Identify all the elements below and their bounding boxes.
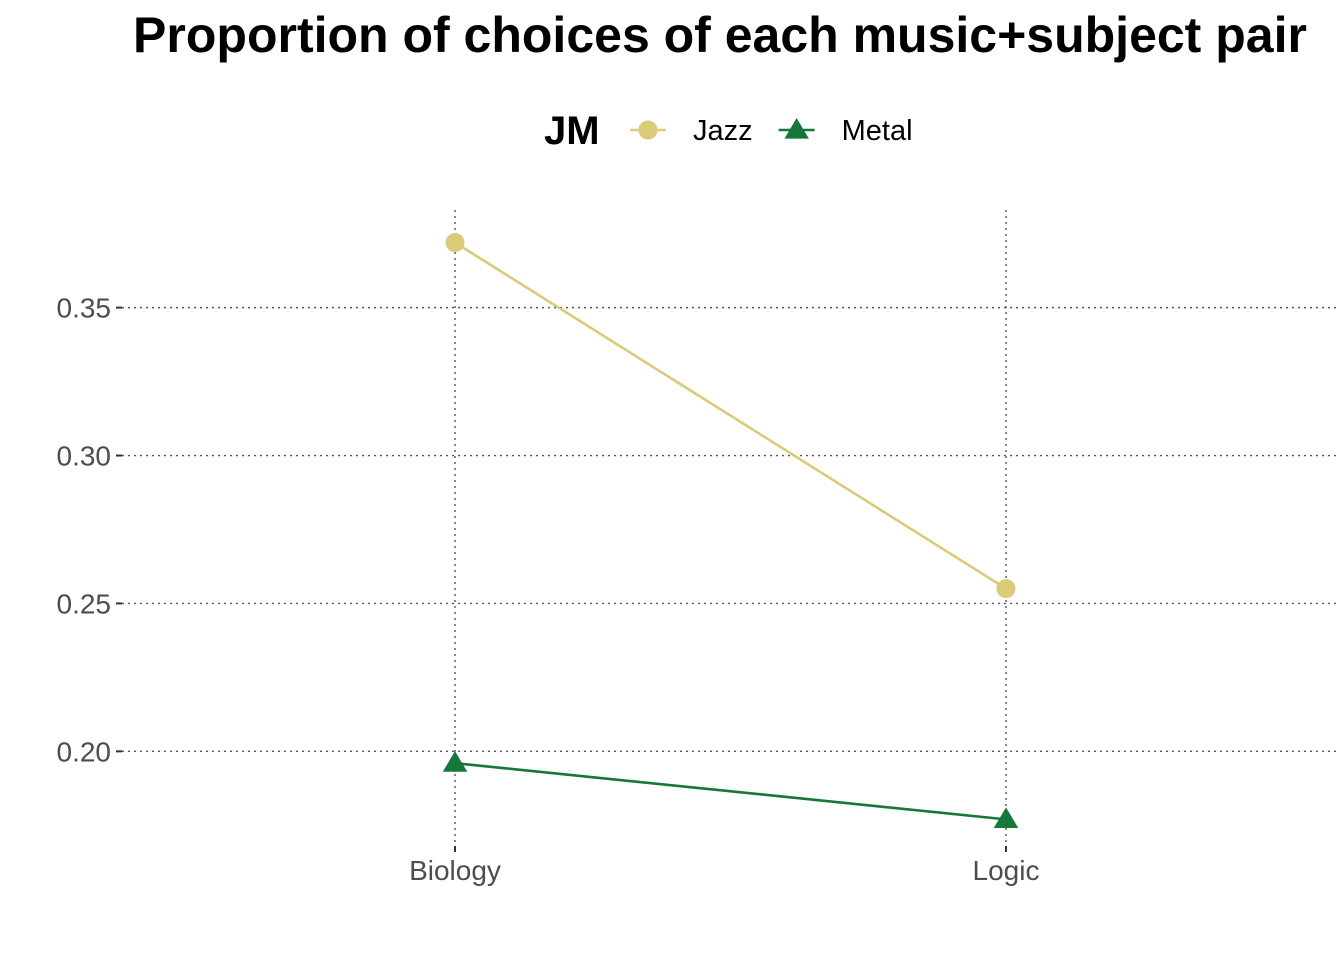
series-metal [442,751,1019,829]
legend-item-jazz: Jazz [630,115,753,147]
legend-label: Jazz [693,115,753,147]
axes: 0.20 0.25 0.30 0.35 Biology Logic [57,293,1040,886]
series-layer [442,233,1019,829]
legend-label: Metal [842,115,913,147]
legend-key-marker [784,118,809,139]
data-point [442,751,468,772]
series-line [454,241,1007,590]
x-tick-label: Logic [973,855,1040,886]
plot-grid [122,210,1336,846]
data-point [993,807,1019,829]
series-jazz [445,233,1016,599]
legend-key-marker [638,120,658,140]
y-tick-label: 0.25 [57,588,112,619]
series-line [454,761,1007,821]
data-point [445,233,465,253]
data-point [996,579,1016,599]
legend-title: JM [544,109,600,153]
y-tick-label: 0.35 [57,293,112,324]
legend-item-metal: Metal [778,115,913,147]
chart-title: Proportion of choices of each music+subj… [133,7,1307,63]
legend: JM Jazz Metal [544,109,913,153]
y-tick-label: 0.20 [57,736,112,767]
y-tick-label: 0.30 [57,441,112,472]
x-tick-label: Biology [409,855,501,886]
